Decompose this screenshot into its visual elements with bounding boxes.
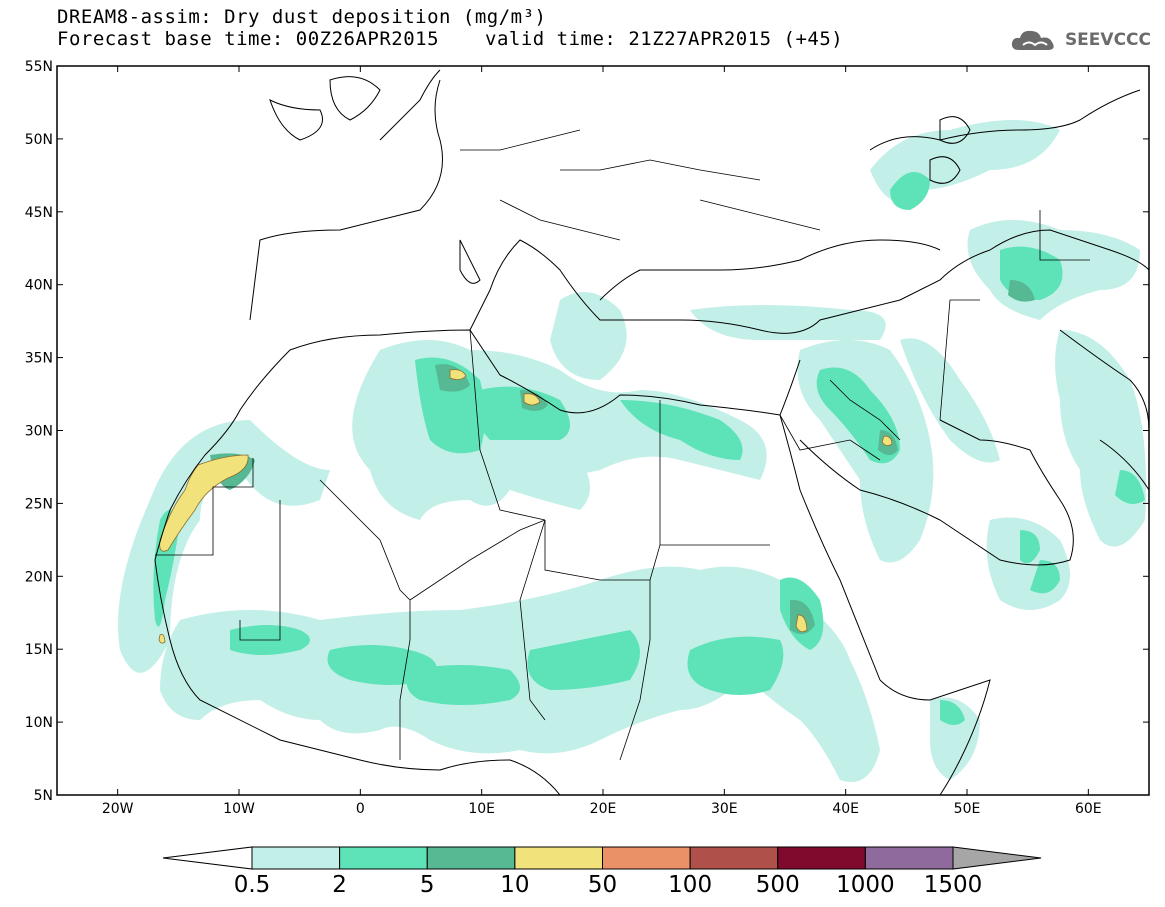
colorbar-box — [777, 846, 866, 870]
colorbar-label: 1500 — [924, 872, 983, 898]
colorbar-box — [339, 846, 428, 870]
logo-text: SEEVCCC — [1064, 30, 1151, 50]
colorbar-label: 5 — [420, 872, 435, 898]
lat-tick-label: 35N — [25, 351, 53, 367]
map-title: DREAM8-assim: Dry dust deposition (mg/m³… — [57, 6, 547, 28]
lat-tick-label: 45N — [25, 205, 53, 221]
colorbar: 0.5 2 5 10 50 100 500 1000 1500 — [162, 846, 1042, 898]
colorbar-box — [864, 846, 954, 870]
lon-tick-label: 10E — [468, 801, 495, 817]
time-info: Forecast base time: 00Z26APR2015 valid t… — [57, 28, 843, 50]
lat-tick-label: 20N — [25, 569, 53, 585]
lon-tick-label: 20W — [102, 801, 134, 817]
colorbar-label: 50 — [588, 872, 617, 898]
country-borders — [155, 129, 1090, 761]
lat-tick-label: 40N — [25, 278, 53, 294]
colorbar-label: 500 — [756, 872, 800, 898]
dust-fields — [118, 69, 1149, 795]
lon-tick-label: 50E — [954, 801, 981, 817]
colorbar-box — [689, 846, 779, 870]
latitude-ticks: 55N 50N 45N 40N 35N 30N 25N 20N 15N 10N 5N — [25, 59, 1149, 804]
lat-tick-label: 30N — [25, 424, 53, 440]
lon-tick-label: 20E — [590, 801, 617, 817]
colorbar-box — [514, 846, 603, 870]
lat-tick-label: 15N — [25, 642, 53, 658]
forecast-base-time: Forecast base time: 00Z26APR2015 — [57, 28, 440, 50]
lon-tick-label: 60E — [1075, 801, 1102, 817]
colorbar-label: 100 — [668, 872, 712, 898]
colorbar-box — [426, 846, 516, 870]
dust-level-0-5 — [118, 120, 1146, 782]
colorbar-label: 1000 — [836, 872, 895, 898]
colorbar-under-triangle — [162, 846, 253, 870]
colorbar-over-triangle — [952, 846, 1042, 870]
longitude-ticks: 20W 10W 0 10E 20E 30E 40E 50E 60E — [102, 66, 1102, 817]
lat-tick-label: 50N — [25, 132, 53, 148]
lat-tick-label: 55N — [25, 59, 53, 75]
colorbar-label: 0.5 — [234, 872, 271, 898]
valid-time: valid time: 21Z27APR2015 (+45) — [485, 28, 844, 50]
lon-tick-label: 0 — [356, 801, 365, 817]
colorbar-label: 2 — [332, 872, 347, 898]
lon-tick-label: 40E — [832, 801, 859, 817]
dust-level-2 — [153, 172, 1145, 725]
dust-level-10 — [158, 369, 893, 644]
colorbar-label: 10 — [500, 872, 529, 898]
colorbar-box — [602, 846, 691, 870]
coastlines — [154, 69, 1149, 795]
title-block: DREAM8-assim: Dry dust deposition (mg/m³… — [57, 6, 843, 50]
lon-tick-label: 30E — [711, 801, 738, 817]
seevccc-logo: SEEVCCC — [1009, 26, 1151, 54]
lat-tick-label: 10N — [25, 715, 53, 731]
cloud-icon — [1011, 30, 1054, 50]
lat-tick-label: 5N — [34, 788, 53, 804]
colorbar-box — [251, 846, 341, 870]
lat-tick-label: 25N — [25, 496, 53, 512]
lon-tick-label: 10W — [223, 801, 255, 817]
